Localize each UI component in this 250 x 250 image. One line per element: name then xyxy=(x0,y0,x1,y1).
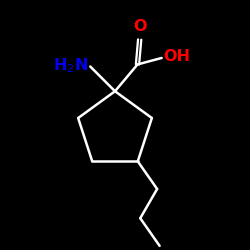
Text: H$_2$N: H$_2$N xyxy=(53,56,88,74)
Text: OH: OH xyxy=(164,49,191,64)
Text: O: O xyxy=(133,19,146,34)
